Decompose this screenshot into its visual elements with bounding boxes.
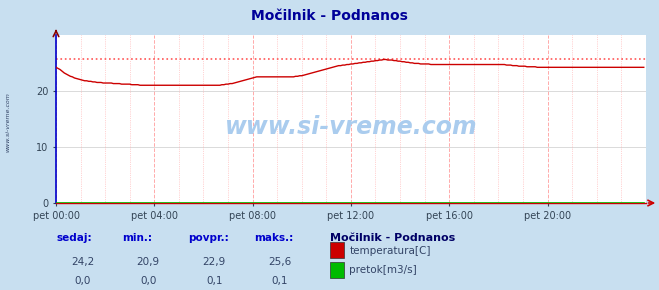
Text: 22,9: 22,9: [202, 257, 226, 267]
Text: min.:: min.:: [122, 233, 152, 243]
Text: povpr.:: povpr.:: [188, 233, 229, 243]
Text: 0,1: 0,1: [272, 276, 289, 286]
Text: pretok[m3/s]: pretok[m3/s]: [349, 265, 417, 275]
Text: 25,6: 25,6: [268, 257, 292, 267]
Text: temperatura[C]: temperatura[C]: [349, 246, 431, 256]
Text: www.si-vreme.com: www.si-vreme.com: [5, 92, 11, 152]
Text: Močilnik - Podnanos: Močilnik - Podnanos: [330, 233, 455, 243]
Text: Močilnik - Podnanos: Močilnik - Podnanos: [251, 9, 408, 23]
Text: 0,0: 0,0: [74, 276, 90, 286]
Text: www.si-vreme.com: www.si-vreme.com: [225, 115, 477, 139]
Text: 0,0: 0,0: [140, 276, 156, 286]
Text: 20,9: 20,9: [136, 257, 160, 267]
Text: sedaj:: sedaj:: [56, 233, 92, 243]
Text: 0,1: 0,1: [206, 276, 223, 286]
Text: 24,2: 24,2: [71, 257, 94, 267]
Text: maks.:: maks.:: [254, 233, 293, 243]
